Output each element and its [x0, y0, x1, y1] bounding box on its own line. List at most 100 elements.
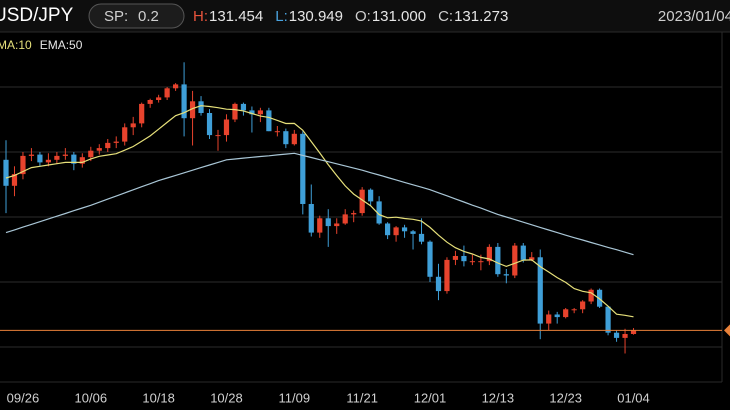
stat-label: O: [355, 8, 371, 25]
candle-body [385, 223, 391, 236]
candle-body [435, 276, 442, 292]
candle-body [11, 174, 18, 186]
candle-body [37, 154, 43, 163]
spread-value: 0.2 [138, 8, 159, 25]
candle-body [206, 112, 213, 136]
candle-body [503, 274, 509, 276]
spread-pill [88, 3, 185, 29]
candle-body [529, 257, 535, 260]
candle-body [223, 119, 230, 136]
spread-label: SP: [104, 8, 128, 25]
candle-body [401, 227, 408, 232]
candle-body [588, 289, 594, 302]
stat-value: 131.273 [454, 8, 508, 25]
indicator-line [5, 105, 634, 318]
candle-body [359, 189, 365, 214]
x-tick-label: 01/04 [617, 390, 650, 405]
x-tick-label: 10/06 [75, 390, 108, 405]
candle-body [376, 201, 382, 224]
candle-body [20, 155, 26, 175]
x-tick-label: 12/13 [482, 390, 515, 405]
candle-body [71, 154, 77, 164]
candle-body [393, 227, 399, 236]
stat-value: 131.000 [372, 8, 426, 25]
candle-body [291, 133, 297, 145]
candle-body [122, 127, 128, 142]
candle-body [410, 231, 416, 234]
candle-body [54, 155, 60, 160]
x-tick-label: 12/01 [414, 390, 447, 405]
symbol: USD/JPY [0, 5, 74, 26]
candle-body [240, 103, 247, 111]
date: 2023/01/04 [658, 8, 730, 25]
candle-body [62, 154, 68, 156]
x-tick-label: 09/26 [7, 390, 40, 405]
candle-body [461, 255, 467, 262]
candle-body [45, 159, 51, 163]
stat-value: 131.454 [209, 8, 263, 25]
candle-body [113, 141, 119, 143]
candle-body [156, 97, 162, 100]
candle-body [537, 257, 543, 324]
candle-body [96, 148, 102, 151]
candle-body [215, 135, 221, 137]
stat-value: 130.949 [289, 8, 343, 25]
candle-body [368, 189, 374, 202]
candle-body [469, 261, 475, 263]
price-marker [724, 324, 730, 337]
candle-body [520, 245, 526, 260]
candle-body [486, 246, 492, 262]
stat-label: H: [193, 8, 208, 25]
candle-body [88, 150, 94, 158]
candle-body [105, 142, 111, 149]
candle-body [198, 101, 204, 113]
candle-body [139, 103, 145, 124]
candle-body [546, 314, 552, 324]
legend-entry: MA:10 [0, 38, 32, 52]
candle-body [317, 218, 323, 233]
candle-body [444, 259, 450, 292]
candle-body [189, 101, 196, 119]
candle-body [283, 131, 289, 145]
candle-body [257, 110, 263, 115]
candle-body [554, 314, 560, 318]
candle-body [173, 84, 179, 89]
stat-label: C: [438, 8, 453, 25]
candle-body [232, 103, 238, 120]
candle-body [495, 246, 501, 275]
candle-body [130, 123, 136, 128]
candle-body [342, 214, 348, 224]
indicator-line [5, 152, 634, 256]
candle-body [3, 159, 9, 186]
candle-body [630, 330, 637, 334]
candle-body [274, 131, 280, 133]
candle-body [478, 261, 484, 263]
candle-body [418, 233, 425, 242]
legend-entry: EMA:50 [40, 38, 83, 52]
candle-body [334, 223, 340, 227]
stat-label: L: [275, 8, 288, 25]
candle-body [164, 88, 170, 98]
candle-body [249, 110, 255, 115]
candle-body [622, 333, 628, 338]
candle-body [452, 255, 459, 260]
candle-body [427, 241, 433, 277]
candle-body [28, 154, 35, 156]
candle-body [266, 110, 272, 132]
candle-body [563, 309, 569, 318]
candle-body [351, 213, 357, 215]
candle-body [605, 306, 611, 333]
x-tick-label: 11/21 [346, 390, 378, 405]
x-tick-label: 10/28 [210, 390, 243, 405]
candle-body [613, 332, 620, 338]
candle-body [571, 309, 577, 311]
candle-body [308, 203, 314, 233]
candle-body [325, 218, 331, 227]
x-tick-label: 11/09 [279, 390, 311, 405]
candle-body [79, 157, 85, 164]
candle-body [147, 99, 153, 104]
candle-body [512, 245, 518, 276]
candle-body [580, 301, 586, 310]
